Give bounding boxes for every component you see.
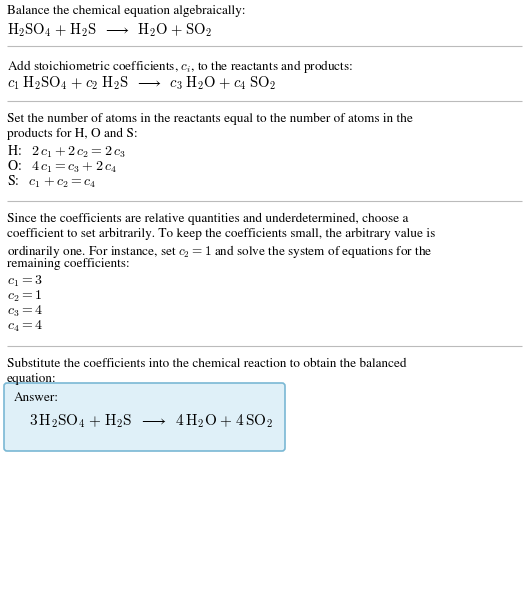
Text: products for H, O and S:: products for H, O and S: — [7, 128, 138, 140]
Text: O:   $4\,c_1 = c_3 + 2\,c_4$: O: $4\,c_1 = c_3 + 2\,c_4$ — [7, 159, 117, 175]
Text: ordinarily one. For instance, set $c_2 = 1$ and solve the system of equations fo: ordinarily one. For instance, set $c_2 =… — [7, 243, 433, 260]
Text: $c_4 = 4$: $c_4 = 4$ — [7, 319, 43, 334]
Text: $c_1 = 3$: $c_1 = 3$ — [7, 274, 43, 290]
Text: Since the coefficients are relative quantities and underdetermined, choose a: Since the coefficients are relative quan… — [7, 213, 408, 225]
Text: Set the number of atoms in the reactants equal to the number of atoms in the: Set the number of atoms in the reactants… — [7, 113, 413, 125]
Text: Balance the chemical equation algebraically:: Balance the chemical equation algebraica… — [7, 5, 245, 17]
Text: H:   $2\,c_1 + 2\,c_2 = 2\,c_3$: H: $2\,c_1 + 2\,c_2 = 2\,c_3$ — [7, 144, 125, 160]
Text: Add stoichiometric coefficients, $c_i$, to the reactants and products:: Add stoichiometric coefficients, $c_i$, … — [7, 58, 353, 75]
Text: remaining coefficients:: remaining coefficients: — [7, 258, 130, 270]
Text: $c_2 = 1$: $c_2 = 1$ — [7, 289, 42, 304]
Text: equation:: equation: — [7, 373, 57, 385]
Text: $3\,\mathrm{H_2SO_4}$ $+$ $\mathrm{H_2S}$  $\longrightarrow$  $4\,\mathrm{H_2O}$: $3\,\mathrm{H_2SO_4}$ $+$ $\mathrm{H_2S}… — [29, 412, 273, 430]
Text: $\mathrm{H_2SO_4}$ $+$ $\mathrm{H_2S}$  $\longrightarrow$  $\mathrm{H_2O}$ $+$ $: $\mathrm{H_2SO_4}$ $+$ $\mathrm{H_2S}$ $… — [7, 21, 212, 38]
Text: Substitute the coefficients into the chemical reaction to obtain the balanced: Substitute the coefficients into the che… — [7, 358, 406, 370]
Text: $c_1$ $\mathrm{H_2SO_4}$ $+$ $c_2$ $\mathrm{H_2S}$  $\longrightarrow$  $c_3$ $\m: $c_1$ $\mathrm{H_2SO_4}$ $+$ $c_2$ $\mat… — [7, 74, 276, 92]
FancyBboxPatch shape — [4, 383, 285, 451]
Text: Answer:: Answer: — [14, 392, 59, 404]
Text: coefficient to set arbitrarily. To keep the coefficients small, the arbitrary va: coefficient to set arbitrarily. To keep … — [7, 228, 435, 240]
Text: S:   $c_1 + c_2 = c_4$: S: $c_1 + c_2 = c_4$ — [7, 174, 96, 191]
Text: $c_3 = 4$: $c_3 = 4$ — [7, 304, 43, 319]
